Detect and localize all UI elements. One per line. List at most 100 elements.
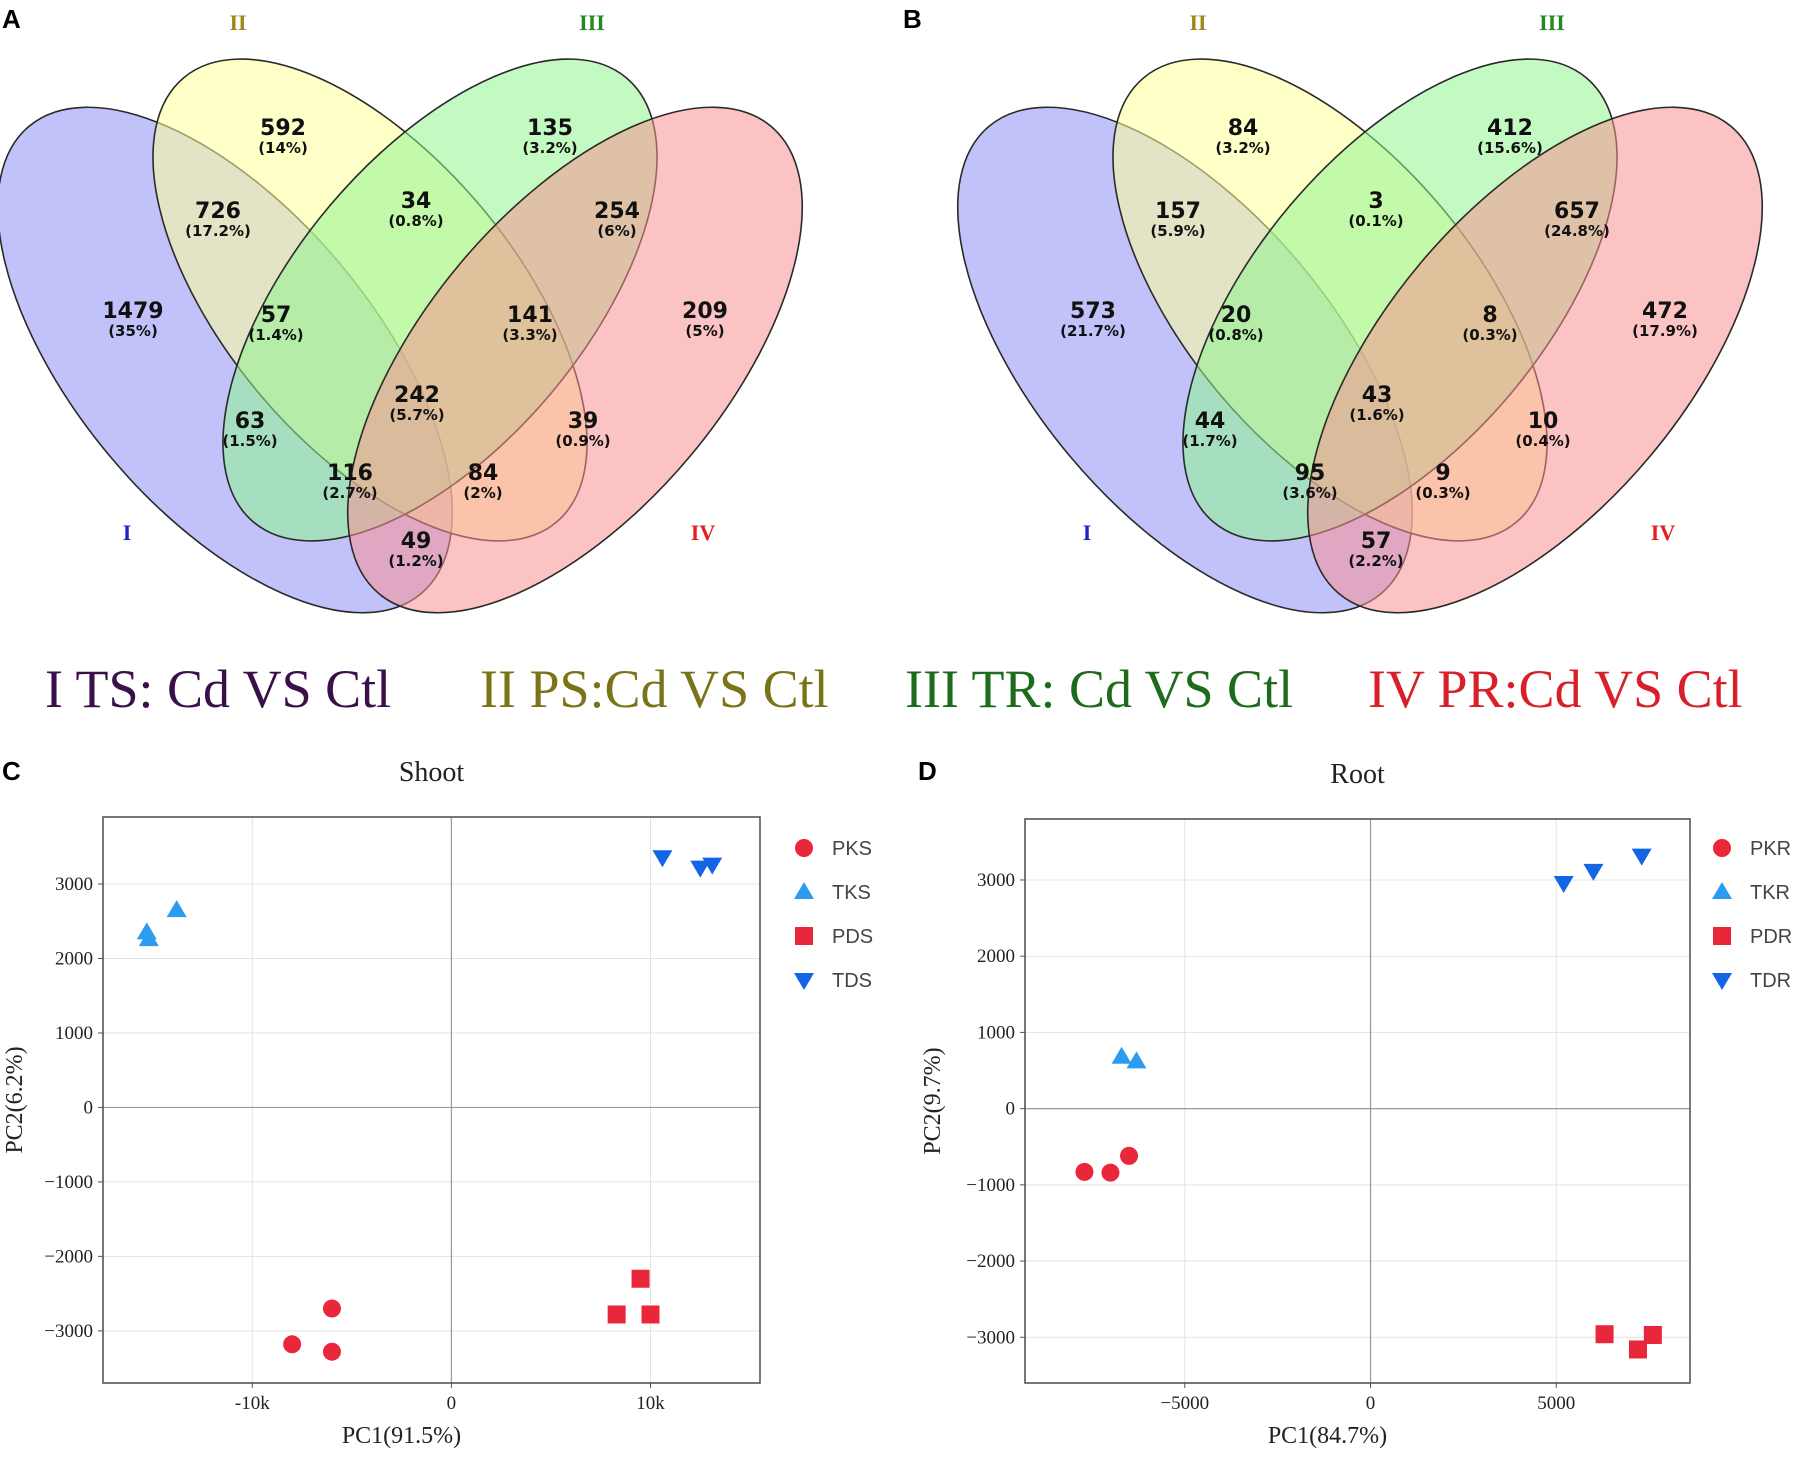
shoot-point-tds-0: [652, 850, 673, 868]
shoot-point-pks-1: [322, 1342, 341, 1361]
venn-a-count-i-ii: 726: [195, 199, 241, 224]
venn-b-pct-ii-iii-iv: (0.3%): [1462, 326, 1517, 344]
venn-b-count-i-ii-iii-iv: 43: [1362, 383, 1393, 408]
legend-item-i: I TS: Cd VS Ctl: [45, 659, 391, 719]
root-y-axis-title: PC2(9.7%): [920, 1047, 946, 1154]
venn-b-pct-i-ii: (5.9%): [1150, 222, 1205, 240]
root-xtick-label-2: 5000: [1537, 1393, 1575, 1414]
root-point-pdr-2: [1643, 1325, 1662, 1344]
venn-a-pct-i-ii-iii: (1.4%): [248, 326, 303, 344]
root-point-pdr-1: [1628, 1340, 1647, 1359]
venn-a-pct-i-ii-iv: (2%): [463, 484, 502, 502]
venn-diagram-a: III IIIIV1479(35%)592(14%)135(3.2%)209(5%…: [0, 10, 804, 614]
root-title: Root: [1330, 759, 1385, 790]
shoot-legend-label-pks: PKS: [832, 838, 872, 860]
venn-a-count-i-ii-iii-iv: 242: [394, 383, 440, 408]
venn-a-count-iii-iv: 254: [594, 199, 640, 224]
venn-b-count-i-iv: 57: [1361, 529, 1392, 554]
shoot-ytick-label-2: −1000: [44, 1172, 93, 1193]
root-point-tdr-1: [1583, 863, 1604, 881]
venn-b-count-i-ii: 157: [1155, 199, 1201, 224]
venn-a-pct-ii-iv: (0.9%): [555, 432, 610, 450]
venn-b-count-i-ii-iv: 9: [1435, 461, 1450, 486]
venn-b-pct-i: (21.7%): [1060, 322, 1126, 340]
shoot-point-tds-2: [702, 857, 723, 875]
venn-b-pct-ii-iii: (0.1%): [1348, 212, 1403, 230]
shoot-ytick-label-5: 2000: [55, 949, 93, 970]
root-plot-frame: [1024, 818, 1691, 1384]
shoot-plot-frame: [102, 816, 761, 1384]
venn-b-count-ii-iv: 10: [1528, 409, 1559, 434]
venn-a-count-i-ii-iv: 84: [468, 461, 499, 486]
venn-a-pct-ii-iii-iv: (3.3%): [502, 326, 557, 344]
venn-a-count-i-iii-iv: 116: [327, 461, 373, 486]
root-legend-label-tkr: TKR: [1750, 882, 1790, 904]
venn-a-pct-i-ii: (17.2%): [185, 222, 251, 240]
venn-a-pct-ii-iii: (0.8%): [388, 212, 443, 230]
shoot-point-tds-1: [690, 860, 711, 878]
venn-a-ellipse-iv: [346, 106, 804, 614]
shoot-ytick-label-0: −3000: [44, 1321, 93, 1342]
venn-a-set-label-ii: II: [229, 10, 246, 35]
shoot-point-tks-2: [166, 900, 187, 918]
venn-a-set-label-iii: III: [579, 10, 605, 35]
root-ytick-label-3: 0: [1006, 1099, 1016, 1120]
venn-a-pct-i-ii-iii-iv: (5.7%): [389, 406, 444, 424]
venn-b-pct-i-ii-iii-iv: (1.6%): [1349, 406, 1404, 424]
shoot-point-pds-2: [641, 1305, 660, 1324]
venn-b-count-i-ii-iii: 20: [1221, 303, 1252, 328]
root-point-tkr-1: [1126, 1051, 1147, 1069]
panel-label-a: A: [2, 4, 21, 34]
venn-a-set-label-iv: IV: [691, 520, 716, 545]
root-xtick-label-1: 0: [1366, 1393, 1376, 1414]
root-point-pkr-2: [1120, 1146, 1139, 1165]
venn-b-set-label-iii: III: [1539, 10, 1565, 35]
shoot-ytick-label-1: −2000: [44, 1246, 93, 1267]
root-point-pdr-0: [1595, 1325, 1614, 1344]
root-legend-label-pdr: PDR: [1750, 926, 1792, 948]
venn-b-pct-ii: (3.2%): [1215, 139, 1270, 157]
venn-a-pct-iv: (5%): [685, 322, 724, 340]
venn-a-pct-i-iii-iv: (2.7%): [322, 484, 377, 502]
panel-label-b: B: [903, 4, 922, 34]
venn-a-pct-i: (35%): [108, 322, 158, 340]
shoot-legend-marker-tks: [794, 882, 814, 899]
root-point-tkr-0: [1111, 1046, 1132, 1064]
venn-a-count-iii: 135: [527, 116, 573, 141]
root-x-axis-title: PC1(84.7%): [1268, 1423, 1387, 1449]
venn-a-pct-ii: (14%): [258, 139, 308, 157]
shoot-xtick-label-0: -10k: [235, 1393, 270, 1414]
venn-a-count-ii-iii: 34: [401, 189, 432, 214]
venn-b-count-ii-iii: 3: [1368, 189, 1383, 214]
venn-a-count-i-iii: 63: [235, 409, 266, 434]
venn-a-count-i-ii-iii: 57: [261, 303, 292, 328]
root-ytick-label-2: −1000: [966, 1175, 1015, 1196]
venn-a-pct-i-iii: (1.5%): [222, 432, 277, 450]
root-legend-marker-pdr: [1713, 927, 1731, 945]
venn-b-count-iii-iv: 657: [1554, 199, 1600, 224]
venn-b-count-i-iii: 44: [1195, 409, 1226, 434]
root-ytick-label-4: 1000: [977, 1022, 1015, 1043]
shoot-ytick-label-6: 3000: [55, 874, 93, 895]
shoot-xtick-label-2: 10k: [636, 1393, 665, 1414]
venn-b-set-label-i: I: [1083, 520, 1092, 545]
root-point-tdr-2: [1631, 848, 1652, 866]
root-legend-marker-pkr: [1713, 839, 1731, 857]
venn-b-count-ii-iii-iv: 8: [1482, 303, 1497, 328]
pca-plot-root: −5000 0 5000 −3000 −2000 −1000 0 1000 2000 3000 Ro…: [920, 759, 1792, 1449]
venn-b-pct-i-iii: (1.7%): [1182, 432, 1237, 450]
panel-label-d: D: [918, 756, 937, 786]
venn-a-pct-i-iv: (1.2%): [388, 552, 443, 570]
shoot-x-axis-title: PC1(91.5%): [342, 1423, 461, 1449]
venn-a-count-ii-iii-iv: 141: [507, 303, 553, 328]
shoot-ytick-label-3: 0: [84, 1097, 94, 1118]
venn-a-set-label-i: I: [123, 520, 132, 545]
venn-diagram-b: III IIIIV573(21.7%)84(3.2%)412(15.6%)472(…: [956, 10, 1764, 614]
legend-item-iv: IV PR:Cd VS Ctl: [1368, 659, 1743, 719]
venn-b-count-i: 573: [1070, 299, 1116, 324]
shoot-xtick-label-1: 0: [447, 1393, 457, 1414]
venn-b-count-iv: 472: [1642, 299, 1688, 324]
venn-a-count-i: 1479: [102, 299, 163, 324]
root-point-tdr-0: [1553, 876, 1574, 894]
root-ytick-label-0: −3000: [966, 1327, 1015, 1348]
